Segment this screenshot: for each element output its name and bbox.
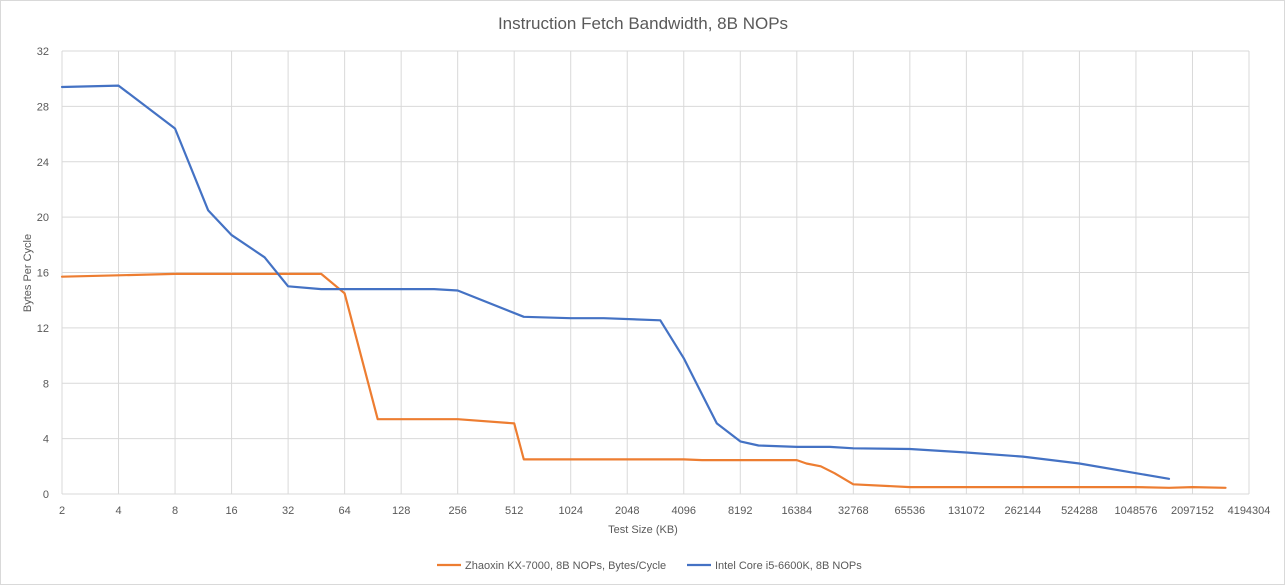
legend: Zhaoxin KX-7000, 8B NOPs, Bytes/Cycle Int… — [437, 560, 862, 572]
chart-title: Instruction Fetch Bandwidth, 8B NOPs — [498, 14, 788, 33]
x-tick-label: 128 — [392, 505, 410, 517]
x-tick-label: 64 — [338, 505, 350, 517]
x-tick-label: 32 — [282, 505, 294, 517]
x-tick-label: 2097152 — [1171, 505, 1214, 517]
x-axis-ticks: 2 4 8 16 32 64 128 256 512 1024 2048 4096 8192 16384 3… — [59, 505, 1270, 517]
series-lines — [60, 84, 1227, 489]
y-tick-label: 4 — [43, 434, 49, 446]
x-tick-label: 4194304 — [1228, 505, 1271, 517]
x-tick-label: 2048 — [615, 505, 639, 517]
x-tick-label: 524288 — [1061, 505, 1098, 517]
x-tick-label: 256 — [448, 505, 466, 517]
x-tick-label: 65536 — [895, 505, 926, 517]
y-tick-label: 32 — [37, 46, 49, 58]
x-tick-label: 131072 — [948, 505, 985, 517]
x-tick-label: 4 — [115, 505, 121, 517]
series-line-1 — [60, 272, 1227, 489]
x-tick-label: 512 — [505, 505, 523, 517]
x-tick-label: 262144 — [1005, 505, 1042, 517]
x-axis-title: Test Size (KB) — [608, 524, 678, 536]
y-tick-label: 16 — [37, 268, 49, 280]
x-tick-label: 1048576 — [1115, 505, 1158, 517]
x-tick-label: 8192 — [728, 505, 752, 517]
legend-label-2: Intel Core i5-6600K, 8B NOPs — [715, 560, 862, 572]
x-tick-label: 8 — [172, 505, 178, 517]
series-line-2 — [60, 84, 1171, 480]
gridlines — [61, 50, 1250, 495]
y-tick-label: 24 — [37, 157, 49, 169]
y-tick-label: 28 — [37, 101, 49, 113]
x-tick-label: 16384 — [782, 505, 813, 517]
x-tick-label: 2 — [59, 505, 65, 517]
y-tick-label: 8 — [43, 378, 49, 390]
legend-label-1: Zhaoxin KX-7000, 8B NOPs, Bytes/Cycle — [465, 560, 666, 572]
x-tick-label: 1024 — [558, 505, 582, 517]
y-tick-label: 20 — [37, 212, 49, 224]
x-tick-label: 32768 — [838, 505, 869, 517]
y-axis-ticks: 0 4 8 12 16 20 24 28 32 — [37, 46, 49, 501]
y-tick-label: 0 — [43, 489, 49, 501]
y-tick-label: 12 — [37, 323, 49, 335]
x-tick-label: 4096 — [672, 505, 696, 517]
y-axis-title: Bytes Per Cycle — [22, 234, 34, 312]
x-tick-label: 16 — [225, 505, 237, 517]
